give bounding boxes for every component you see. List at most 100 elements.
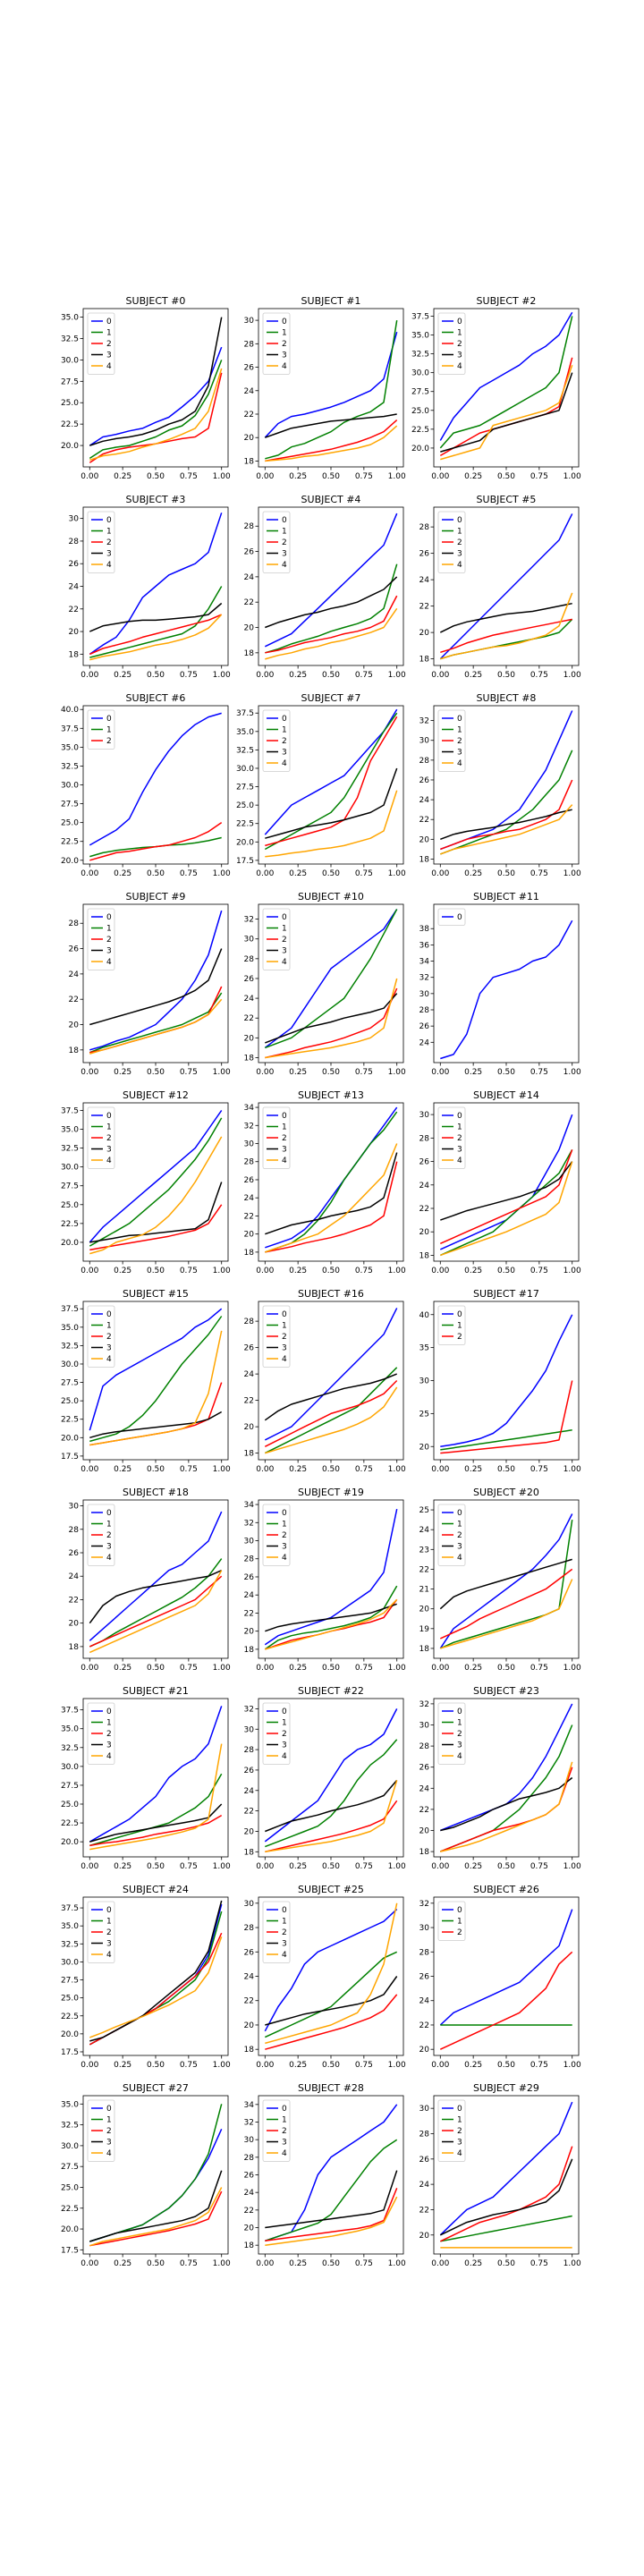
subplot-title: SUBJECT #29	[473, 2082, 539, 2094]
series-line	[265, 1598, 398, 1650]
y-tick-label: 22	[419, 603, 429, 612]
y-tick-label: 24	[419, 796, 430, 805]
legend-label: 4	[457, 1752, 462, 1761]
subplot: SUBJECT #90.00 0.25 0.50 0.75 1.001820222426…	[69, 891, 231, 1077]
subplot-title: SUBJECT #7	[301, 692, 361, 704]
legend-label: 4	[282, 958, 287, 967]
legend-label: 2	[106, 1531, 112, 1540]
subplot-title: SUBJECT #2	[477, 295, 537, 307]
subplot: SUBJECT #130.00 0.25 0.50 0.75 1.00182022242…	[244, 1089, 406, 1275]
x-tick-label: 1.00	[388, 2061, 406, 2070]
x-tick-label: 0.50	[147, 2061, 165, 2070]
series-line	[264, 1708, 398, 1843]
legend-label: 2	[282, 340, 287, 349]
x-tick-label: 0.25	[114, 1862, 131, 1871]
series-line	[89, 1411, 223, 1439]
y-tick-label: 26	[419, 550, 430, 559]
y-tick-label: 20	[244, 1034, 255, 1043]
y-tick-label: 28	[244, 955, 255, 964]
x-tick-label: 0.25	[289, 671, 307, 680]
series-line	[265, 716, 398, 847]
y-tick-label: 30	[244, 317, 255, 326]
legend-label: 4	[457, 759, 462, 768]
x-tick-label: 0.25	[114, 2061, 131, 2070]
y-tick-label: 28	[244, 1318, 255, 1326]
y-tick-label: 24	[244, 1973, 255, 1982]
legend-label: 0	[106, 318, 112, 326]
y-tick-label: 18	[419, 656, 430, 665]
series-line	[89, 1706, 223, 1843]
x-tick-label: 0.75	[355, 1862, 373, 1871]
x-tick-label: 1.00	[213, 1664, 231, 1673]
x-tick-label: 0.50	[497, 1664, 515, 1673]
y-tick-label: 28	[419, 1948, 430, 1957]
subplot-title: SUBJECT #21	[123, 1685, 189, 1697]
legend-label: 3	[457, 2139, 462, 2148]
subplot-title: SUBJECT #1	[301, 295, 361, 307]
y-tick-label: 23	[419, 1546, 429, 1555]
legend-label: 4	[457, 362, 462, 371]
y-tick-label: 34	[244, 2101, 255, 2110]
x-tick-label: 0.50	[497, 472, 515, 481]
x-tick-label: 0.00	[431, 2259, 449, 2268]
y-tick-label: 20	[419, 835, 430, 844]
y-tick-label: 32	[419, 974, 429, 983]
y-tick-label: 22	[244, 1997, 254, 2006]
legend-label: 2	[106, 538, 112, 547]
x-tick-label: 0.00	[256, 1664, 274, 1673]
x-tick-label: 1.00	[564, 1664, 581, 1673]
x-tick-label: 0.50	[322, 1267, 340, 1275]
x-tick-label: 1.00	[388, 1664, 406, 1673]
x-tick-label: 0.50	[497, 1267, 515, 1275]
subplot-title: SUBJECT #9	[126, 891, 186, 902]
legend-label: 1	[106, 1918, 112, 1927]
y-tick-label: 27.5	[61, 801, 79, 809]
series-line	[440, 1761, 573, 1852]
subplot-title: SUBJECT #6	[126, 692, 186, 704]
series-line	[439, 316, 573, 449]
series-line	[89, 368, 223, 462]
series-line	[440, 779, 573, 851]
y-tick-label: 18	[244, 1848, 255, 1857]
legend-label: 1	[457, 1918, 462, 1927]
y-tick-label: 37.5	[61, 1707, 79, 1716]
y-tick-label: 17.5	[61, 2048, 79, 2057]
legend-label: 2	[282, 538, 287, 547]
x-tick-label: 0.50	[322, 472, 340, 481]
series-line	[265, 978, 398, 1059]
legend-label: 3	[457, 1741, 462, 1750]
legend-label: 1	[457, 528, 462, 537]
subplot: SUBJECT #15 0.00 0.25 0.50 0.75 1.00 17.5 20.0 2…	[61, 1288, 231, 1474]
subplot-title: SUBJECT #3	[126, 494, 186, 505]
x-tick-label: 1.00	[388, 1465, 406, 1474]
y-tick-label: 22	[69, 1596, 79, 1605]
y-tick-label: 18	[419, 855, 430, 864]
y-tick-label: 30	[419, 1111, 430, 1120]
y-tick-label: 28	[419, 1134, 430, 1143]
y-tick-label: 20.0	[61, 442, 79, 451]
legend-label: 0	[106, 913, 112, 922]
x-tick-label: 0.00	[431, 869, 449, 878]
legend-label: 1	[457, 1719, 462, 1728]
y-tick-label: 24	[244, 387, 255, 396]
legend-label: 1	[457, 1521, 462, 1530]
legend-label: 4	[106, 1355, 112, 1364]
legend-label: 2	[282, 936, 287, 945]
legend-label: 1	[282, 925, 287, 934]
y-tick-label: 20	[419, 1443, 430, 1452]
subplot-title: SUBJECT #4	[301, 494, 361, 505]
legend-label: 3	[457, 1543, 462, 1552]
series-line	[264, 1951, 398, 2038]
x-tick-label: 0.00	[80, 671, 98, 680]
legend-label: 2	[282, 737, 287, 746]
series-line	[439, 311, 573, 441]
x-tick-label: 0.00	[431, 671, 449, 680]
legend-label: 3	[106, 1940, 112, 1949]
y-tick-label: 32	[244, 1122, 254, 1131]
legend-label: 1	[457, 726, 462, 735]
legend-label: 0	[457, 1707, 462, 1716]
legend-label: 3	[106, 1344, 112, 1353]
series-line	[89, 1570, 223, 1624]
legend-label: 1	[106, 329, 112, 338]
y-tick-label: 22.5	[61, 420, 79, 429]
